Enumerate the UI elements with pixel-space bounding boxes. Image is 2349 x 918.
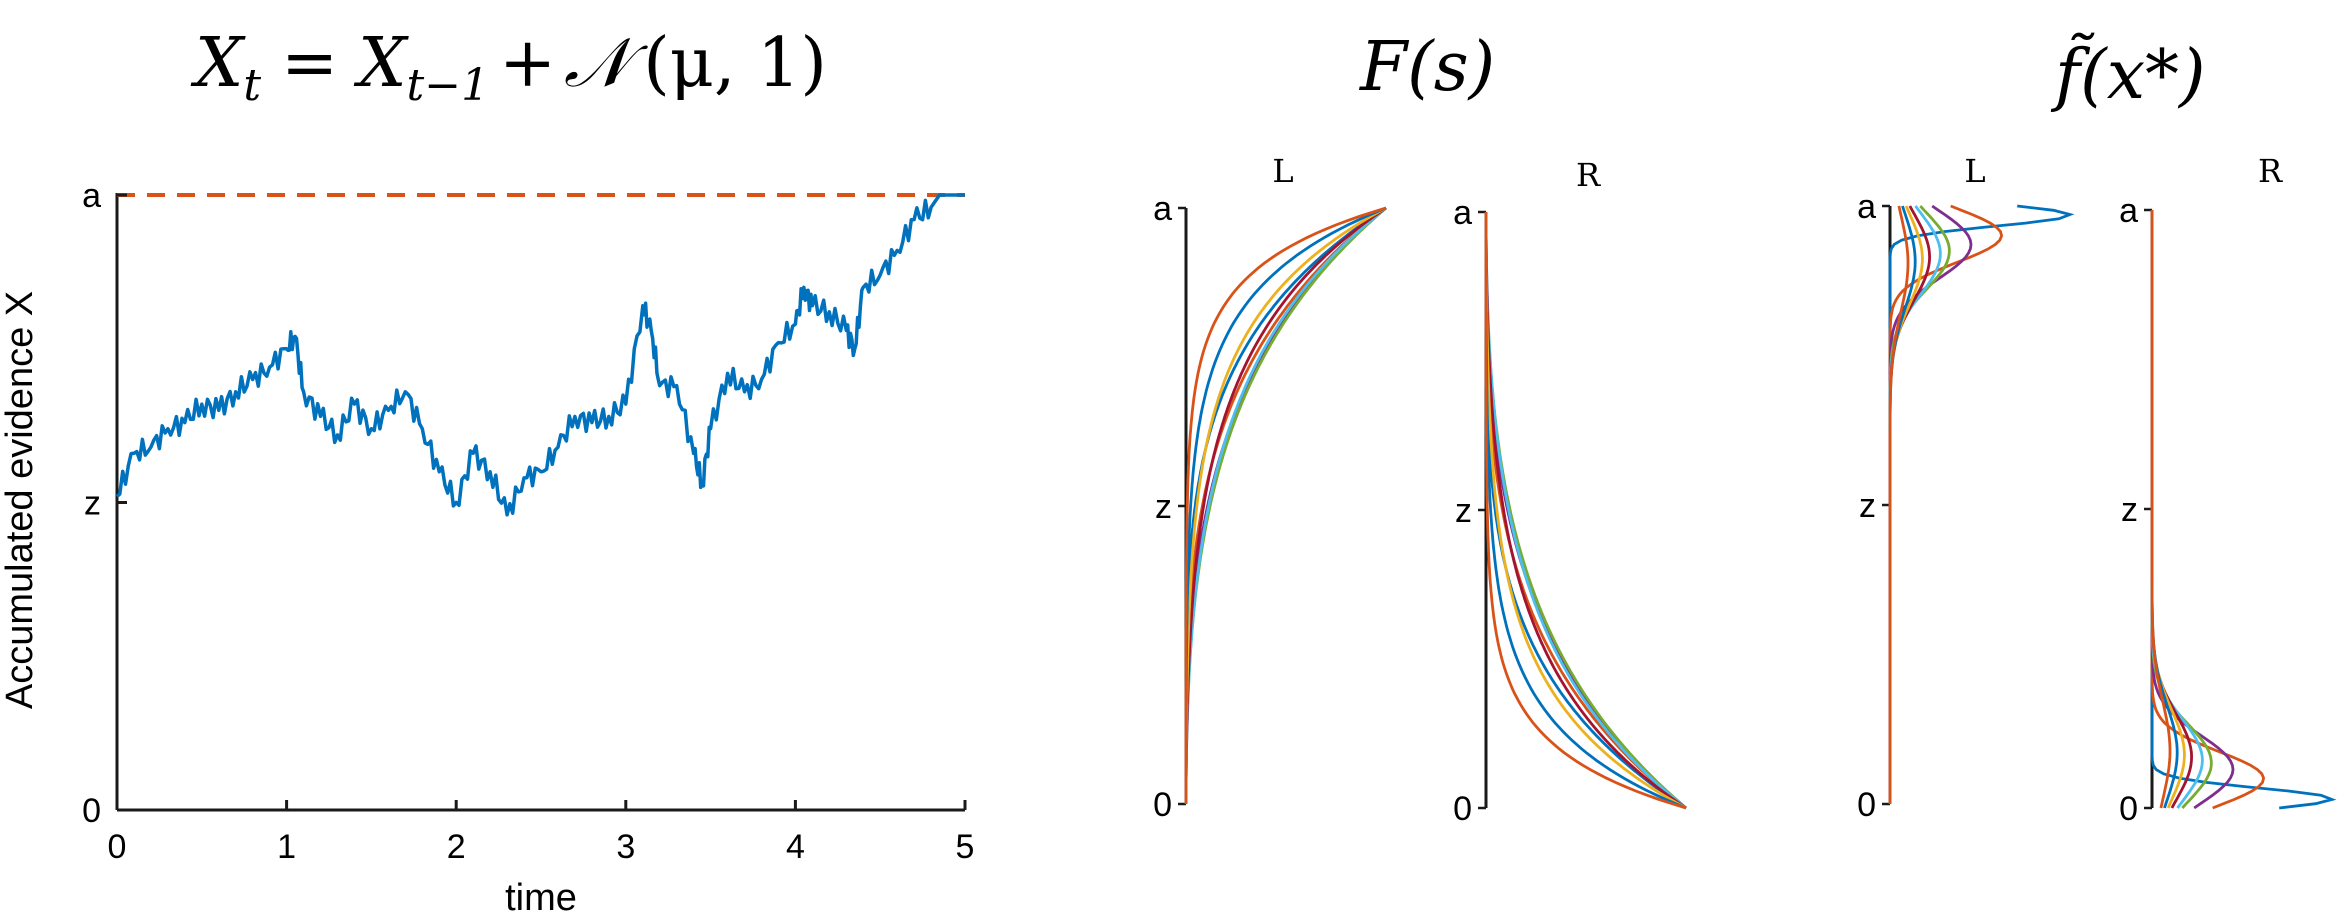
walk-x-tick-label: 2 [447,828,466,866]
walk-y-ticks: 0 z a [82,177,127,830]
walk-chart: 0 1 2 3 4 5 0 z a time Accumulated evidence X [0,177,974,918]
panel-curve [1888,205,1910,804]
walk-trace [115,193,965,517]
panel-tick-label: z [1155,488,1172,526]
svg-text:Xt=Xt−1+𝒩(μ, 1): Xt = Xt−1 + 𝒩 (μ, 1) [190,24,827,111]
panel-label: R [2258,152,2283,190]
panel-curve [2150,210,2235,810]
panel-curve [1184,206,1387,804]
panel-tick-label: 0 [1153,786,1172,824]
walk-x-label: time [505,877,577,918]
panel-label: L [1964,152,1985,190]
walk-y-tick-label: a [82,177,101,215]
eq1-args: (μ, 1) [643,24,827,103]
pdf-right-panel: 0 z a R [2119,152,2337,828]
equation-walk: Xt = Xt−1 + 𝒩 (μ, 1) [190,24,827,111]
cdf-left-panel: 0 z a L [1153,152,1387,824]
panel-tick-label: z [1455,492,1472,530]
walk-y-tick-label: 0 [82,792,101,830]
equation-pdf: f̃(x*) [2050,33,2206,115]
panel-curve [1888,205,1917,804]
cdf-right-panel: 0 z a R [1453,156,1687,828]
pdf-left-panel: 0 z a L [1857,152,2075,824]
eq1-equals: = [281,24,338,103]
panel-curve [2150,210,2172,809]
panel-tick-label: a [1153,190,1172,228]
walk-x-tick-label: 3 [616,828,635,866]
panel-tick-label: a [2119,192,2138,230]
walk-x-tick-label: 5 [956,828,975,866]
panel-label: R [1576,156,1601,194]
eq1-plus: + [499,24,556,103]
walk-y-tick-label: z [84,485,101,523]
panel-tick-label: a [1453,194,1472,232]
panel-label: L [1272,152,1293,190]
eq1-var: X [353,24,409,103]
panel-curve [2150,210,2266,810]
panel-tick-label: z [1859,487,1876,525]
panel-tick-label: z [2121,491,2138,529]
panel-curve [1184,206,1387,804]
panel-curve [1888,204,1973,804]
panel-tick-label: 0 [1453,790,1472,828]
panel-curve [2150,210,2179,809]
panel-tick-label: 0 [1857,786,1876,824]
walk-x-tick-label: 0 [108,828,127,866]
panel-curve [1484,212,1687,810]
walk-x-tick-label: 1 [277,828,296,866]
walk-x-ticks: 0 1 2 3 4 5 [108,800,975,866]
walk-x-tick-label: 4 [786,828,805,866]
eq1-var-sub: t−1 [407,60,490,111]
panel-tick-label: a [1857,188,1876,226]
walk-y-label: Accumulated evidence X [0,291,41,709]
eq1-dist: 𝒩 [564,24,649,103]
eq1-lhs: X [190,24,246,103]
eq1-lhs-sub: t [243,60,261,111]
panel-curve [1484,212,1687,810]
equation-cdf: F(s) [1358,28,1495,107]
panel-tick-label: 0 [2119,790,2138,828]
panel-curve [1888,204,2004,804]
